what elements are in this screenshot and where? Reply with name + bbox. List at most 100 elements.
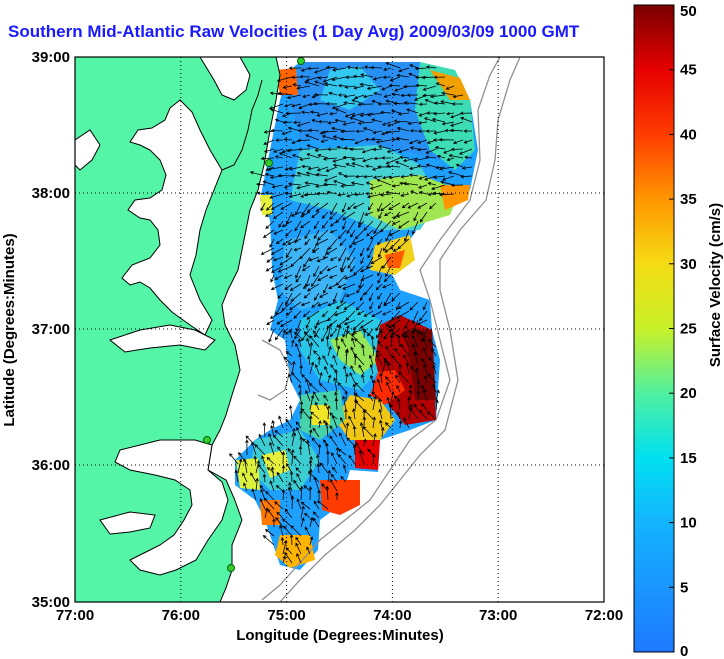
velocity-arrow <box>358 364 365 375</box>
velocity-arrow <box>306 153 320 159</box>
velocity-arrow <box>306 283 320 292</box>
velocity-arrow <box>337 172 347 177</box>
velocity-arrow <box>318 371 323 384</box>
velocity-arrow <box>308 382 320 393</box>
velocity-arrow <box>417 202 428 209</box>
velocity-arrow <box>337 283 347 289</box>
velocity-arrow <box>298 147 311 152</box>
velocity-arrow <box>289 470 294 483</box>
velocity-arrow <box>301 265 311 272</box>
velocity-arrow <box>276 319 284 325</box>
velocity-arrow <box>440 100 455 105</box>
velocity-arrow <box>342 121 356 126</box>
velocity-arrow <box>434 145 446 150</box>
velocity-arrow <box>281 488 286 501</box>
velocity-arrow <box>358 274 365 289</box>
velocity-arrow <box>249 171 266 177</box>
velocity-arrow <box>309 335 320 348</box>
velocity-arrow <box>334 397 339 411</box>
velocity-arrow <box>434 101 446 105</box>
velocity-arrow <box>450 121 464 127</box>
velocity-arrow <box>269 480 275 492</box>
velocity-arrow <box>291 75 302 80</box>
velocity-arrow <box>380 110 392 115</box>
velocity-arrow <box>359 421 365 438</box>
velocity-arrow <box>381 85 392 91</box>
velocity-arrow <box>293 479 302 492</box>
velocity-arrow <box>278 415 284 429</box>
velocity-arrow <box>416 147 428 152</box>
velocity-arrow <box>317 274 329 281</box>
velocity-arrow <box>424 375 428 384</box>
velocity-arrow <box>305 171 320 177</box>
velocity-arrow <box>275 238 284 245</box>
velocity-arrow <box>317 489 321 501</box>
velocity-arrow <box>313 220 320 230</box>
colorbar-tick-label: 10 <box>680 515 697 532</box>
velocity-arrow <box>322 76 338 83</box>
velocity-arrow <box>305 319 311 329</box>
velocity-arrow <box>384 211 392 217</box>
velocity-arrow <box>349 238 356 249</box>
velocity-arrow <box>269 175 284 180</box>
velocity-arrow <box>385 265 392 278</box>
velocity-arrow <box>334 336 339 348</box>
velocity-arrow <box>416 164 428 168</box>
velocity-arrow <box>272 256 284 262</box>
velocity-arrow <box>391 220 401 225</box>
velocity-arrow <box>272 518 276 528</box>
velocity-arrow <box>395 310 410 319</box>
velocity-arrow <box>429 202 437 210</box>
velocity-arrow <box>255 477 259 492</box>
velocity-arrow <box>305 76 320 82</box>
velocity-arrow <box>413 157 428 162</box>
velocity-arrow <box>427 373 437 384</box>
velocity-arrow <box>274 274 284 280</box>
velocity-arrow <box>316 166 329 172</box>
velocity-arrow <box>372 345 376 357</box>
x-tick-label: 76:00 <box>162 607 200 624</box>
velocity-arrow <box>255 459 261 474</box>
velocity-arrow <box>270 274 275 283</box>
velocity-arrow <box>372 433 377 447</box>
velocity-arrow <box>296 138 311 143</box>
velocity-arrow <box>311 94 320 99</box>
velocity-arrow <box>382 75 392 79</box>
velocity-arrow <box>381 359 387 375</box>
velocity-arrow <box>455 163 464 168</box>
velocity-arrow <box>282 238 293 246</box>
velocity-arrow <box>270 128 284 133</box>
velocity-arrow <box>395 136 410 141</box>
colorbar-tick-label: 0 <box>680 643 688 659</box>
velocity-arrow <box>326 450 330 465</box>
velocity-arrow <box>281 148 293 154</box>
velocity-arrow <box>331 452 338 465</box>
velocity-arrow <box>286 94 302 100</box>
velocity-arrow <box>298 384 302 393</box>
velocity-arrow <box>338 247 347 262</box>
colorbar-tick-label: 20 <box>680 385 697 402</box>
velocity-arrow <box>339 238 347 247</box>
velocity-arrow <box>319 265 329 275</box>
velocity-arrow <box>329 111 338 116</box>
velocity-arrow <box>398 148 410 154</box>
velocity-arrow <box>271 419 275 429</box>
velocity-arrow <box>377 292 383 300</box>
velocity-arrow <box>463 129 473 133</box>
velocity-arrow <box>298 445 303 456</box>
velocity-arrow <box>256 191 266 196</box>
velocity-arrow <box>386 319 392 328</box>
velocity-arrow <box>383 357 392 366</box>
velocity-arrow <box>344 112 356 118</box>
velocity-arrow <box>325 247 338 255</box>
velocity-arrow <box>298 353 302 366</box>
velocity-arrow <box>313 500 320 510</box>
velocity-arrow <box>304 238 311 246</box>
velocity-arrow <box>396 211 410 218</box>
velocity-arrow <box>332 67 347 72</box>
velocity-arrow <box>335 274 347 286</box>
velocity-arrow <box>386 164 401 169</box>
velocity-arrow <box>268 433 275 447</box>
velocity-arrow <box>292 120 302 125</box>
velocity-arrow <box>371 118 383 123</box>
